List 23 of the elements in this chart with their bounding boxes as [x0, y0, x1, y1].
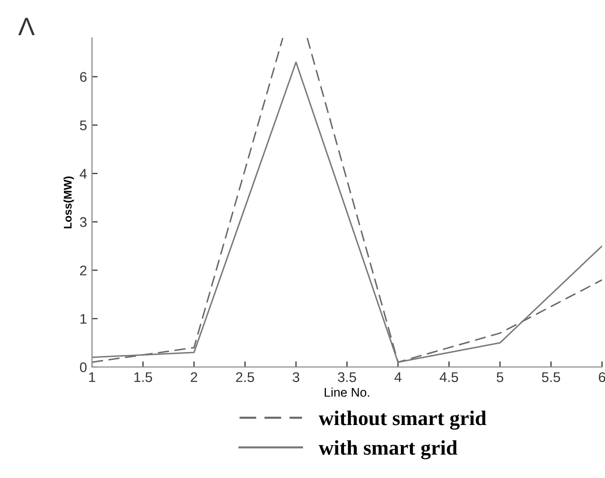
x-tick-label: 5.5 [542, 372, 560, 382]
y-tick-label: 6 [80, 72, 87, 82]
x-tick-label: 2.5 [236, 372, 254, 382]
y-tick-label: 3 [80, 217, 87, 228]
x-tick-label: 4.5 [440, 372, 458, 382]
y-tick-label: 5 [80, 120, 87, 130]
text: Λ [18, 18, 35, 36]
legend-label: without smart grid [318, 410, 486, 430]
y-axis-title: Loss(MW) [64, 176, 74, 228]
y-tick-label: 0 [80, 362, 87, 372]
x-tick-label: 6 [598, 372, 605, 382]
x-tick-label: 3.5 [338, 372, 356, 382]
x-axis-title: Line No. [324, 388, 370, 397]
legend-label: with smart grid [318, 440, 458, 460]
y-tick-label: 4 [80, 168, 87, 179]
x-tick-label: 1 [89, 372, 96, 382]
x-tick-label: 3 [292, 372, 300, 382]
x-tick-label: 2 [190, 372, 198, 382]
x-tick-label: 1.5 [134, 372, 152, 382]
x-tick-label: 5 [496, 372, 504, 382]
x-tick-label: 4 [394, 372, 402, 382]
y-tick-label: 2 [80, 266, 86, 276]
y-tick-label: 1 [80, 314, 86, 324]
